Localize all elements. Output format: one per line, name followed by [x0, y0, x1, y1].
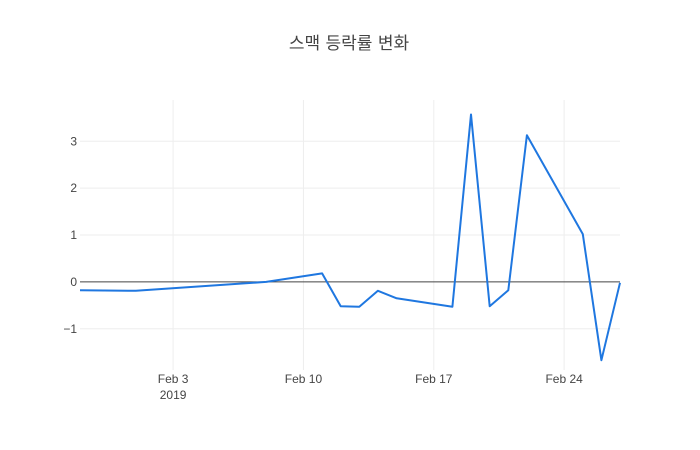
x-tick-year-label: 2019: [160, 388, 187, 402]
y-tick-label: 3: [70, 134, 77, 148]
x-tick-label: Feb 17: [415, 372, 453, 386]
chart-title: 스맥 등락률 변화: [289, 34, 410, 54]
y-axis: −1 0 1 2 3: [63, 134, 77, 336]
x-tick-label: Feb 3: [158, 372, 189, 386]
x-axis: Feb 3 2019 Feb 10 Feb 17 Feb 24: [158, 372, 583, 402]
x-tick-label: Feb 10: [285, 372, 323, 386]
gridlines: [80, 100, 620, 370]
y-tick-label: 2: [70, 181, 77, 195]
x-tick-label: Feb 24: [545, 372, 583, 386]
series-line: [79, 113, 621, 362]
plot-area: [79, 113, 621, 362]
y-tick-label: 1: [70, 228, 77, 242]
y-tick-label: 0: [70, 275, 77, 289]
y-tick-label: −1: [63, 322, 77, 336]
